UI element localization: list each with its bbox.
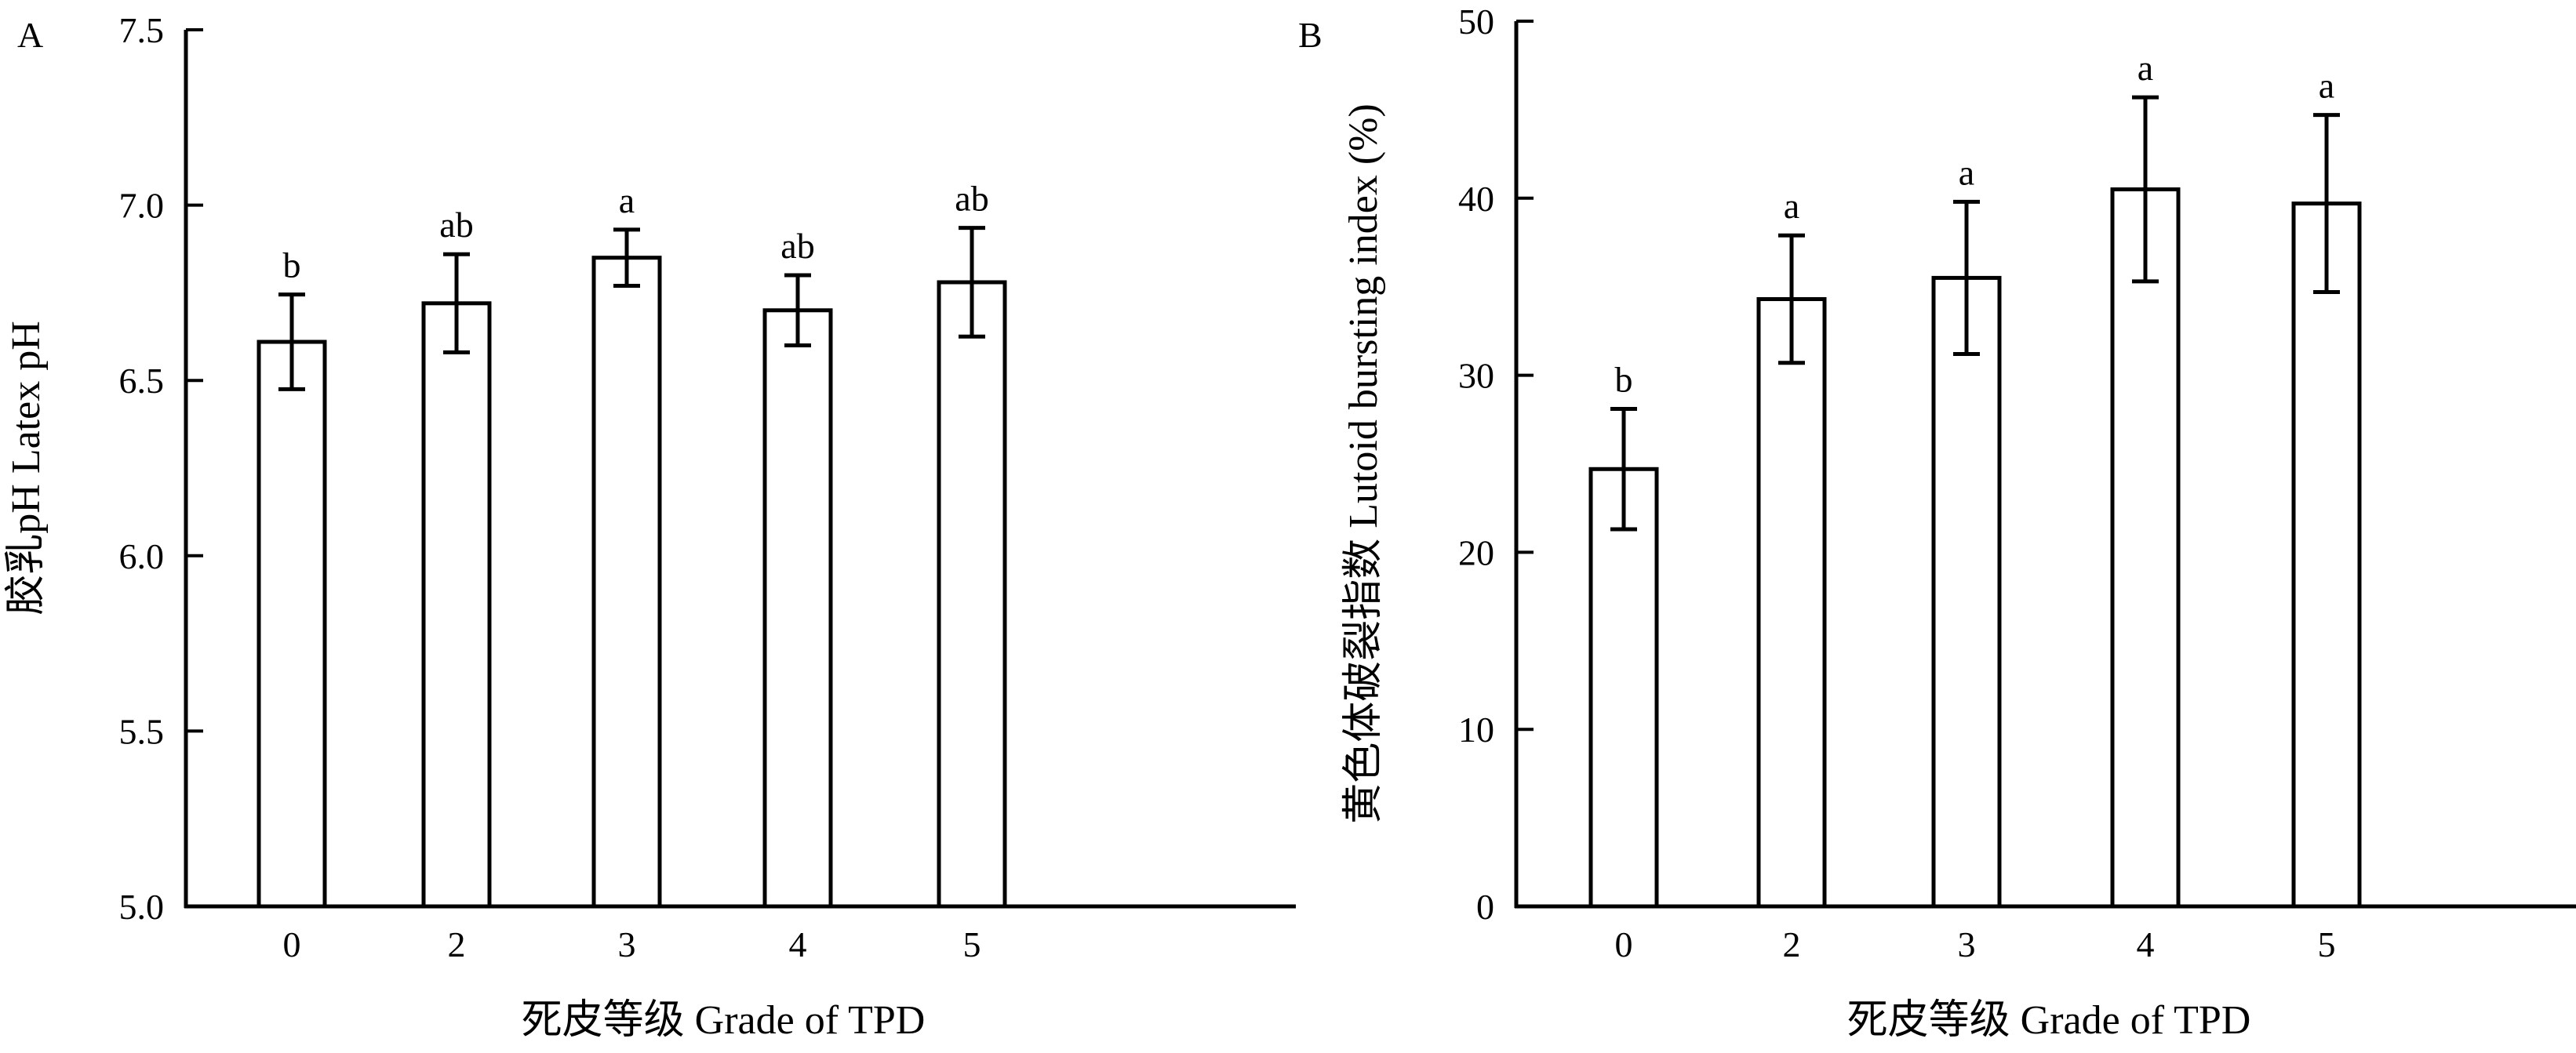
y-axis-title: 胶乳pH Latex pH [4,321,49,615]
x-tick-label: 4 [2137,924,2155,964]
x-tick-label: 0 [283,924,301,964]
bar [421,301,492,909]
y-tick-label: 5.5 [119,711,165,751]
significance-label: ab [439,205,473,245]
bar [591,256,662,909]
bar [762,308,833,909]
y-tick-label: 40 [1458,179,1494,219]
significance-label: a [2319,66,2334,106]
significance-label: a [1784,186,1799,226]
bar [937,280,1007,909]
x-tick-label: 5 [963,924,981,964]
y-tick-label: 50 [1458,2,1494,42]
significance-label: ab [780,226,814,266]
bar [2291,202,2362,909]
x-axis-title: 死皮等级 Grade of TPD [522,998,926,1043]
significance-label: a [2138,48,2153,88]
x-tick-label: 5 [2318,924,2336,964]
x-tick-label: 2 [1783,924,1801,964]
panel-a-latex-ph-chart: A 5.0 5.5 6.0 6.5 7.0 7.5 b 0 ab 2 a 3 ab 4 ab 5 死皮等级 Gra… [4,10,1296,1043]
y-axis-title: 黄色体破裂指数 Lutoid bursting index (%) [1341,103,1386,824]
y-tick-label: 6.0 [119,536,165,576]
y-tick-label: 7.0 [119,186,165,226]
x-tick-label: 3 [618,924,636,964]
panel-label: A [17,15,43,55]
y-tick-label: 7.5 [119,10,165,50]
y-tick-label: 6.5 [119,361,165,401]
y-tick-label: 0 [1476,887,1494,927]
bar [1931,275,2002,909]
significance-label: b [1615,360,1633,400]
bar [1588,467,1659,909]
x-axis-title: 死皮等级 Grade of TPD [1847,998,2251,1043]
y-tick-label: 20 [1458,532,1494,572]
significance-label: a [619,180,635,220]
significance-label: b [283,245,301,285]
x-tick-label: 3 [1958,924,1976,964]
bar [257,340,327,909]
y-tick-label: 30 [1458,356,1494,396]
panel-label: B [1298,15,1323,55]
bar [2110,187,2181,909]
panel-b-lutoid-bursting-chart: B 0 10 20 30 40 50 b 0 a 2 a 3 a 4 a 5 死皮等级 Grade of TPD 黄… [1298,2,2576,1043]
y-tick-label: 5.0 [119,887,165,927]
significance-label: a [1959,152,1974,192]
bar [1756,297,1827,909]
x-tick-label: 4 [789,924,807,964]
significance-label: ab [955,179,988,219]
x-tick-label: 2 [448,924,466,964]
y-tick-label: 10 [1458,710,1494,750]
x-tick-label: 0 [1615,924,1633,964]
